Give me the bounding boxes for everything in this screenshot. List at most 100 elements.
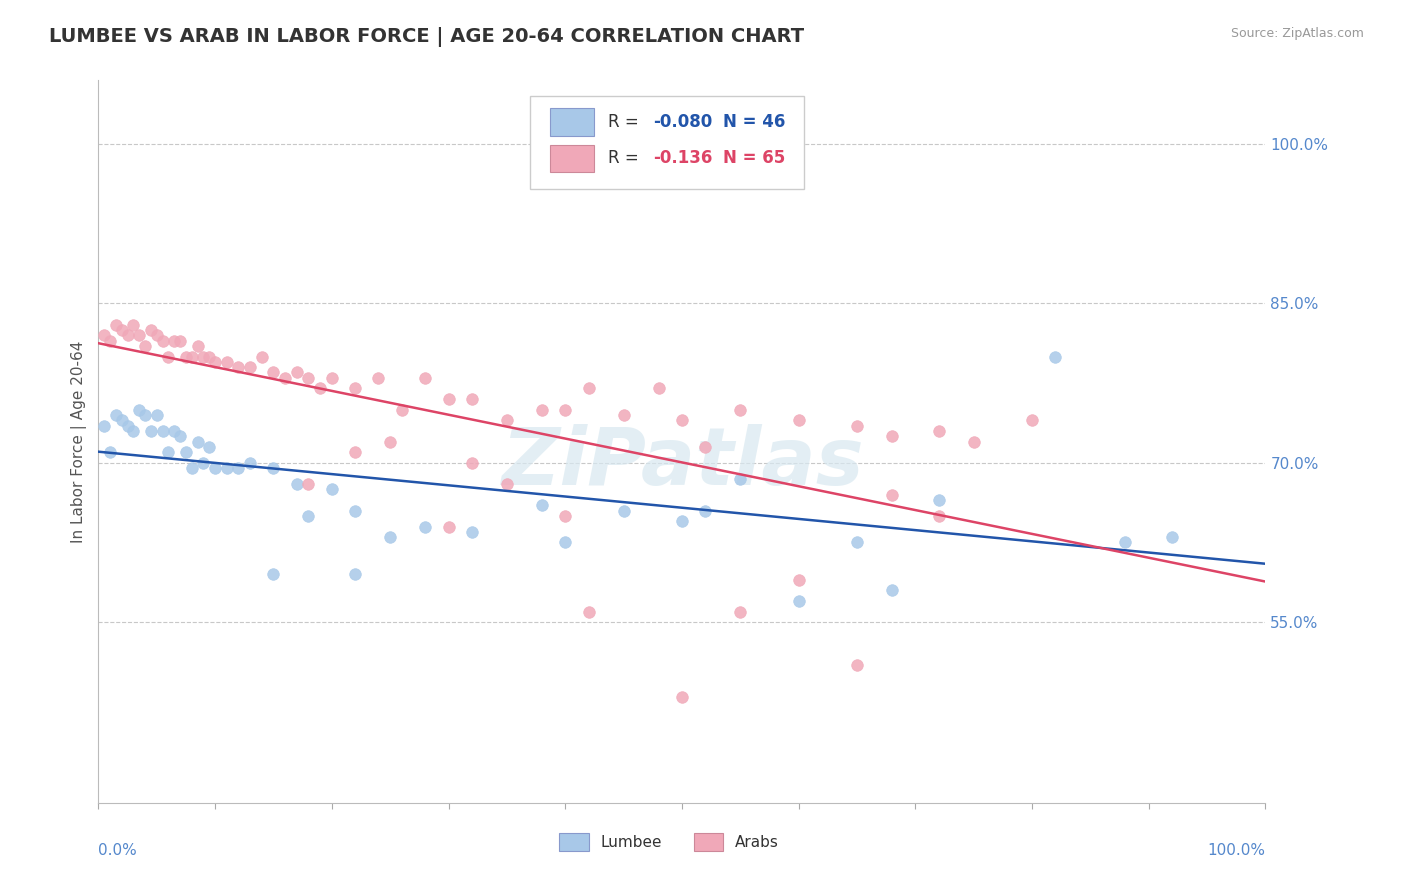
Point [169, 334, 191, 348]
Point [880, 583, 903, 598]
Point [285, 366, 308, 380]
Point [215, 461, 238, 475]
Point [787, 573, 810, 587]
Point [111, 413, 134, 427]
Point [578, 605, 600, 619]
Point [344, 381, 367, 395]
Point [104, 318, 127, 332]
Text: Source: ZipAtlas.com: Source: ZipAtlas.com [1230, 27, 1364, 40]
Point [1161, 530, 1184, 544]
Point [437, 519, 460, 533]
Point [193, 456, 215, 470]
Point [93, 418, 115, 433]
Point [297, 508, 319, 523]
Point [730, 402, 752, 417]
Point [530, 498, 553, 512]
Text: N = 46: N = 46 [723, 113, 785, 131]
Point [146, 328, 169, 343]
Point [239, 456, 262, 470]
Point [262, 366, 284, 380]
Point [98, 334, 121, 348]
Point [928, 493, 950, 508]
Point [204, 461, 226, 475]
Point [730, 605, 752, 619]
Point [152, 424, 174, 438]
Point [1021, 413, 1043, 427]
Point [117, 328, 139, 343]
Point [530, 402, 553, 417]
Point [344, 445, 367, 459]
Point [1045, 350, 1067, 364]
Point [846, 418, 869, 433]
Point [128, 328, 150, 343]
Point [461, 456, 484, 470]
Point [146, 408, 169, 422]
Point [880, 429, 903, 443]
Point [647, 381, 669, 395]
Text: Lumbee: Lumbee [600, 835, 662, 850]
Point [297, 371, 319, 385]
Point [928, 424, 950, 438]
Point [174, 445, 197, 459]
Point [367, 371, 389, 385]
Point [321, 483, 343, 497]
Point [578, 381, 600, 395]
Point [695, 503, 717, 517]
Point [695, 440, 717, 454]
Point [730, 472, 752, 486]
Point [671, 690, 693, 704]
Text: 100.0%: 100.0% [1208, 843, 1265, 857]
Point [228, 461, 250, 475]
Point [111, 323, 134, 337]
Point [437, 392, 460, 406]
Point [496, 413, 519, 427]
Point [228, 360, 250, 375]
Y-axis label: In Labor Force | Age 20-64: In Labor Force | Age 20-64 [72, 341, 87, 542]
FancyBboxPatch shape [550, 109, 595, 136]
Point [128, 402, 150, 417]
Point [413, 519, 436, 533]
Point [193, 350, 215, 364]
Point [613, 408, 636, 422]
Point [297, 477, 319, 491]
Point [122, 424, 145, 438]
Point [344, 503, 367, 517]
Point [187, 434, 209, 449]
Point [671, 413, 693, 427]
Point [204, 355, 226, 369]
Point [174, 350, 197, 364]
Point [169, 429, 191, 443]
Text: LUMBEE VS ARAB IN LABOR FORCE | AGE 20-64 CORRELATION CHART: LUMBEE VS ARAB IN LABOR FORCE | AGE 20-6… [49, 27, 804, 46]
FancyBboxPatch shape [693, 833, 723, 851]
Point [321, 371, 343, 385]
Point [157, 350, 180, 364]
Point [391, 402, 413, 417]
Point [139, 323, 162, 337]
Text: R =: R = [609, 149, 644, 168]
Text: 0.0%: 0.0% [98, 843, 138, 857]
Point [554, 508, 576, 523]
Text: N = 65: N = 65 [723, 149, 785, 168]
Point [163, 424, 186, 438]
Point [134, 339, 156, 353]
Point [274, 371, 297, 385]
Point [93, 328, 115, 343]
Point [554, 535, 576, 549]
Point [262, 567, 284, 582]
Point [496, 477, 519, 491]
Point [250, 350, 273, 364]
FancyBboxPatch shape [560, 833, 589, 851]
Point [198, 350, 221, 364]
Point [846, 657, 869, 672]
Text: Arabs: Arabs [734, 835, 779, 850]
Point [163, 334, 186, 348]
Point [554, 402, 576, 417]
Point [215, 355, 238, 369]
Text: -0.080: -0.080 [652, 113, 711, 131]
Point [157, 445, 180, 459]
Text: -0.136: -0.136 [652, 149, 711, 168]
FancyBboxPatch shape [530, 96, 804, 189]
Point [380, 434, 402, 449]
Point [1114, 535, 1136, 549]
Point [846, 535, 869, 549]
